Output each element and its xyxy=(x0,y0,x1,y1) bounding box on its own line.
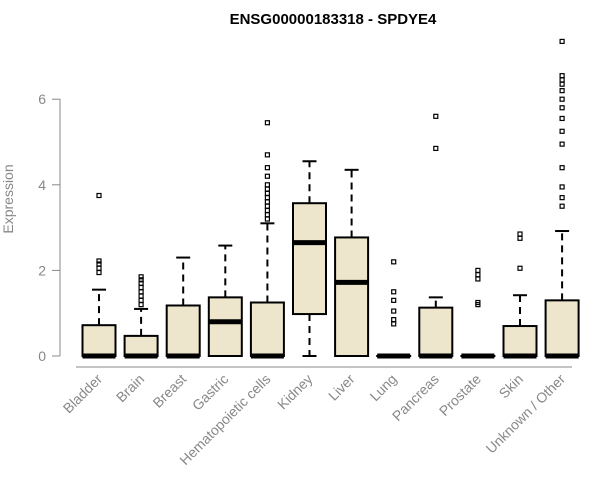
outlier-point xyxy=(96,192,102,199)
outlier-point xyxy=(559,73,565,79)
x-tick-label: Pancreas xyxy=(389,371,442,424)
outlier-point xyxy=(559,128,565,134)
outlier-point xyxy=(517,265,523,271)
x-tick-label: Brain xyxy=(113,371,147,405)
y-axis-label: Expression xyxy=(0,164,16,233)
outlier-point xyxy=(264,195,270,201)
x-tick-label: Kidney xyxy=(274,371,316,413)
chart-title: ENSG00000183318 - SPDYE4 xyxy=(230,11,437,28)
outlier-point xyxy=(559,96,565,102)
outlier-point xyxy=(96,261,102,267)
outlier-point xyxy=(138,277,144,283)
outlier-point xyxy=(96,269,102,276)
outlier-point xyxy=(517,231,523,237)
outlier-point xyxy=(264,152,270,158)
iqr-box xyxy=(292,202,327,316)
box-hematopoietic-cells xyxy=(249,120,285,359)
outlier-point xyxy=(475,272,481,278)
outlier-point xyxy=(559,88,565,94)
x-tick-label: Liver xyxy=(325,371,358,404)
y-tick-label: 6 xyxy=(38,91,46,107)
iqr-box xyxy=(207,296,243,358)
outlier-point xyxy=(559,77,565,83)
outlier-point xyxy=(391,308,397,314)
iqr-box xyxy=(81,324,117,357)
iqr-box xyxy=(418,306,454,357)
outlier-point xyxy=(138,293,144,299)
box-bladder xyxy=(81,192,117,359)
outlier-point xyxy=(559,38,565,45)
outlier-point xyxy=(138,297,144,303)
boxes xyxy=(81,38,580,359)
outlier-point xyxy=(264,207,270,214)
outlier-point xyxy=(475,267,481,273)
outlier-point xyxy=(264,165,270,171)
outlier-point xyxy=(138,302,144,308)
iqr-box xyxy=(502,325,538,358)
outlier-point xyxy=(475,299,481,306)
box-unknown-other xyxy=(544,38,580,359)
x-tick-label: Unknown / Other xyxy=(483,371,569,457)
x-tick-label: Breast xyxy=(149,371,189,411)
outlier-point xyxy=(391,289,397,295)
box-kidney xyxy=(292,160,327,357)
box-breast xyxy=(165,256,201,359)
x-tick-label: Skin xyxy=(496,371,527,402)
outlier-point xyxy=(475,276,481,282)
outlier-point xyxy=(559,141,565,147)
x-tick-label: Bladder xyxy=(60,371,106,417)
outlier-point xyxy=(264,120,270,126)
outlier-point xyxy=(264,182,270,188)
outlier-point xyxy=(391,259,397,265)
outlier-point xyxy=(559,105,565,111)
iqr-box xyxy=(249,301,285,357)
box-skin xyxy=(502,231,538,359)
outlier-point xyxy=(96,258,102,264)
y-ticks: 0 2 4 6 xyxy=(38,91,60,364)
outlier-point xyxy=(264,199,270,205)
y-tick-label: 2 xyxy=(38,262,46,278)
outlier-point xyxy=(264,203,270,209)
iqr-box xyxy=(544,299,580,357)
box-liver xyxy=(334,168,370,357)
y-tick-label: 4 xyxy=(38,177,46,193)
outlier-point xyxy=(559,165,565,171)
x-tick-label: Prostate xyxy=(436,371,484,419)
outlier-point xyxy=(391,297,397,303)
outlier-point xyxy=(433,145,439,152)
outlier-point xyxy=(264,173,270,179)
outlier-point xyxy=(264,212,270,218)
outlier-point xyxy=(559,184,565,190)
outlier-point xyxy=(559,81,565,87)
iqr-box xyxy=(165,304,201,358)
x-tick-label: Lung xyxy=(366,371,399,404)
outlier-point xyxy=(138,284,144,291)
y-tick-label: 0 xyxy=(38,348,46,364)
outlier-point xyxy=(433,113,439,119)
iqr-box xyxy=(123,334,159,358)
outlier-point xyxy=(96,265,102,271)
outlier-point xyxy=(391,321,397,327)
box-prostate xyxy=(460,267,496,359)
outlier-point xyxy=(264,190,270,196)
outlier-point xyxy=(138,289,144,295)
outlier-point xyxy=(559,195,565,201)
outlier-point xyxy=(517,235,523,241)
box-pancreas xyxy=(418,113,454,359)
outlier-point xyxy=(264,216,270,222)
outlier-point xyxy=(559,203,565,209)
iqr-box xyxy=(334,236,370,357)
outlier-point xyxy=(264,186,270,192)
box-gastric xyxy=(207,244,243,358)
box-lung xyxy=(376,259,412,359)
box-brain xyxy=(123,274,159,359)
outlier-point xyxy=(138,274,144,280)
outlier-point xyxy=(391,317,397,323)
outlier-point xyxy=(559,115,565,122)
